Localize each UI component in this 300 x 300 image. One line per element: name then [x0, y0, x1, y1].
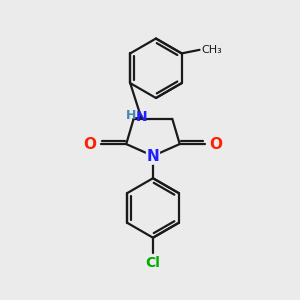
Text: O: O — [83, 136, 97, 152]
Text: O: O — [209, 136, 222, 152]
Text: CH₃: CH₃ — [201, 45, 222, 55]
Text: Cl: Cl — [146, 256, 160, 270]
Text: O: O — [83, 136, 97, 152]
Text: N: N — [147, 149, 159, 164]
Text: N: N — [135, 110, 147, 124]
Text: N: N — [147, 149, 159, 164]
Text: H: H — [125, 109, 136, 122]
Text: O: O — [209, 136, 222, 152]
